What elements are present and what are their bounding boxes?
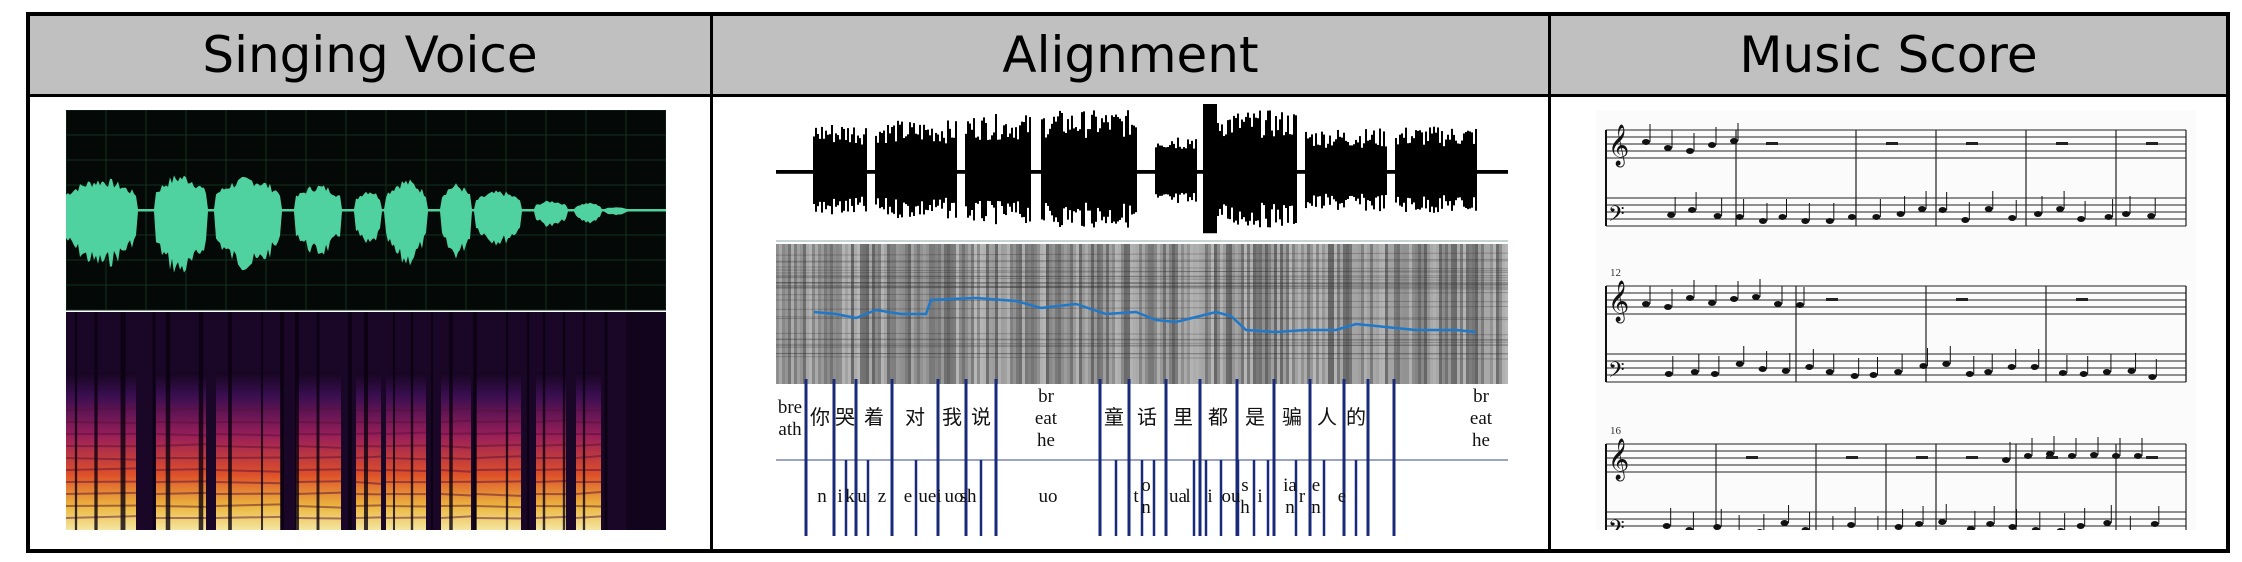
pitch-contour — [813, 296, 1477, 334]
char-label: eat — [1035, 408, 1058, 429]
svg-text:𝄢: 𝄢 — [1608, 358, 1625, 388]
phoneme-label: e — [1312, 475, 1320, 496]
phoneme-label: n — [1285, 497, 1295, 518]
music-score-panel: 𝄞 𝄢 𝄞 𝄢 𝄞 𝄢 12 16 — [1596, 110, 2196, 530]
char-label: he — [1472, 430, 1490, 451]
char-label: 都 — [1208, 405, 1228, 429]
char-label: ath — [778, 419, 802, 440]
char-label: bre — [778, 397, 802, 418]
svg-text:𝄞: 𝄞 — [1608, 280, 1629, 323]
measure-number-16: 16 — [1610, 425, 1622, 437]
phoneme-label: h — [1240, 497, 1250, 518]
phoneme-label: e — [904, 486, 912, 507]
phoneme-label: l — [1185, 486, 1190, 507]
score-page — [1596, 110, 2196, 530]
char-label: 对 — [905, 405, 925, 429]
phoneme-label: z — [878, 486, 886, 507]
header-band — [30, 16, 2226, 97]
char-label: 我 — [942, 405, 962, 429]
svg-text:𝄞: 𝄞 — [1608, 438, 1629, 481]
phoneme-label: t — [1133, 486, 1139, 507]
phoneme-label: s — [1241, 475, 1248, 496]
spectrogram — [66, 312, 666, 530]
svg-text:𝄢: 𝄢 — [1608, 516, 1625, 530]
phoneme-label: i — [1257, 486, 1262, 507]
phoneme-label: ou — [1222, 486, 1242, 507]
alignment-waveform — [776, 104, 1508, 234]
char-label: he — [1037, 430, 1055, 451]
phoneme-label: e — [1338, 486, 1346, 507]
char-label: 着 — [864, 405, 884, 429]
phoneme-label: uei — [918, 486, 941, 507]
char-label: 里 — [1173, 405, 1193, 429]
char-label: 哭 — [835, 405, 855, 429]
phoneme-label: uo — [945, 486, 964, 507]
phoneme-label: n — [817, 486, 827, 507]
header-music-score: Music Score — [1739, 26, 2038, 84]
char-label: br — [1038, 386, 1055, 407]
phoneme-label: o — [1141, 475, 1151, 496]
char-label: br — [1473, 386, 1490, 407]
column-divider-1 — [710, 12, 713, 553]
phoneme-label: ia — [1283, 475, 1297, 496]
char-label: 话 — [1137, 405, 1157, 429]
char-label: 人 — [1317, 405, 1337, 429]
svg-text:𝄞: 𝄞 — [1608, 124, 1629, 167]
singing-waveform — [66, 175, 666, 273]
phoneme-label: sh — [960, 486, 977, 507]
char-label: 是 — [1245, 405, 1265, 429]
phoneme-label: uo — [1039, 486, 1058, 507]
measure-number-12: 12 — [1610, 267, 1621, 279]
alignment-panel: bre ath 你哭着对我说 br eat he 童话里都是骗人的 br eat he n i k u z e… — [776, 104, 1508, 536]
char-label: 骗 — [1282, 405, 1302, 429]
singing-voice-panel — [66, 110, 666, 530]
header-alignment: Alignment — [1002, 26, 1259, 84]
phoneme-label: n — [1311, 497, 1321, 518]
phoneme-label: k — [845, 486, 855, 507]
phoneme-label: r — [1299, 486, 1306, 507]
phoneme-label: i — [837, 486, 842, 507]
char-label: 说 — [971, 405, 991, 429]
header-singing-voice: Singing Voice — [202, 26, 538, 84]
phoneme-label: ua — [1169, 486, 1188, 507]
svg-text:𝄢: 𝄢 — [1608, 202, 1625, 232]
phoneme-label: n — [1141, 497, 1151, 518]
phoneme-label: i — [1207, 486, 1212, 507]
char-label: 你 — [810, 405, 830, 429]
column-divider-2 — [1548, 12, 1551, 553]
phoneme-label: u — [857, 486, 867, 507]
char-label: 童 — [1104, 405, 1124, 429]
char-label: 的 — [1346, 405, 1366, 429]
char-label: eat — [1470, 408, 1493, 429]
